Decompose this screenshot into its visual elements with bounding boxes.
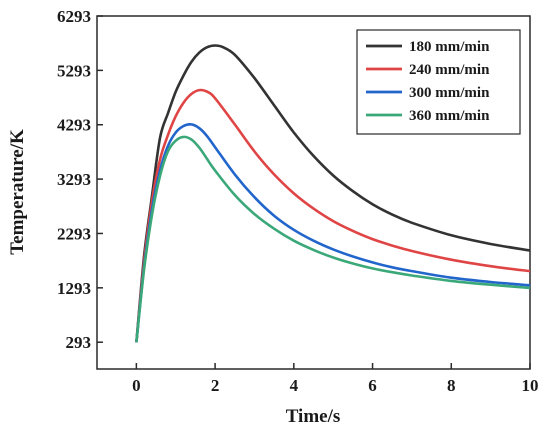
axis-ticks: 0 2 4 6 8 10 293 1293 2293 3293 4293 5293 6293 [57,7,539,395]
x-tick-label: 4 [290,376,299,395]
y-tick-label: 6293 [57,7,91,26]
series-line-2 [135,88,531,343]
legend: 180 mm/min 240 mm/min 300 mm/min 360 mm/min [356,29,521,135]
x-tick-label: 6 [368,376,377,395]
series-line-3 [135,122,531,343]
y-axis-label: Temperature/K [7,129,28,255]
series-lines [135,44,531,343]
legend-label: 360 mm/min [409,108,490,124]
legend-label: 180 mm/min [409,39,490,55]
y-tick-label: 4293 [57,116,91,135]
x-tick-label: 10 [522,376,539,395]
y-tick-label: 2293 [57,224,91,243]
y-tick-label: 5293 [57,61,91,80]
x-tick-label: 2 [211,376,220,395]
legend-label: 300 mm/min [409,85,490,101]
x-tick-label: 0 [132,376,141,395]
x-tick-label: 8 [447,376,456,395]
legend-label: 240 mm/min [409,62,490,78]
y-tick-label: 1293 [57,279,91,298]
series-line-1 [135,44,531,343]
plot-frame [96,15,531,370]
y-tick-label: 293 [66,333,92,352]
series-line-4 [135,135,531,343]
x-axis-label: Time/s [286,406,341,427]
y-tick-label: 3293 [57,170,91,189]
